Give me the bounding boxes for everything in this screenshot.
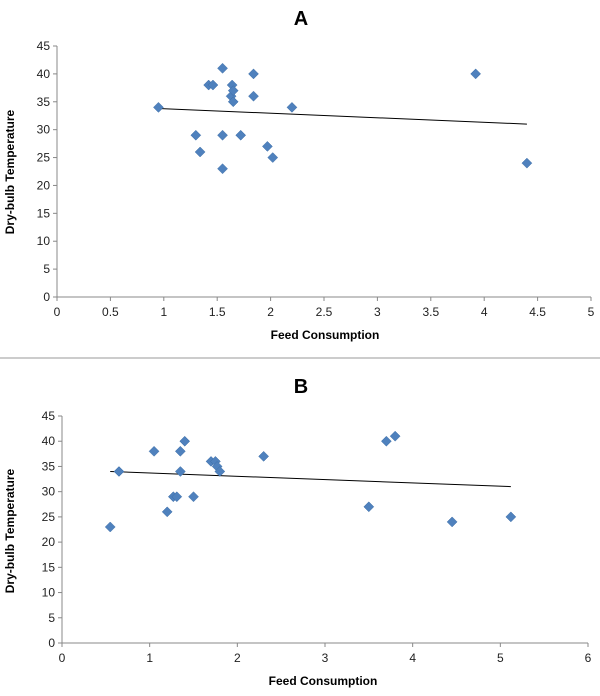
data-point: [207, 79, 219, 91]
chart-title: A: [294, 8, 308, 30]
x-tick-label: 5: [588, 305, 595, 319]
y-axis-label: Dry-bulb Temperature: [3, 109, 17, 234]
data-point: [446, 516, 458, 528]
x-axis-label: Feed Consumption: [271, 328, 380, 342]
y-tick-label: 25: [37, 151, 51, 165]
scatter-series: [153, 62, 533, 175]
x-tick-label: 2: [267, 305, 274, 319]
data-point: [235, 129, 247, 141]
data-point: [161, 506, 173, 518]
y-tick-label: 0: [48, 636, 55, 650]
x-tick-label: 1.5: [209, 305, 226, 319]
y-tick-label: 30: [37, 123, 51, 137]
data-point: [104, 521, 116, 533]
y-tick-label: 25: [42, 510, 56, 524]
data-point: [190, 129, 202, 141]
x-tick-label: 5: [497, 651, 504, 665]
y-tick-label: 0: [43, 290, 50, 304]
x-tick-label: 3.5: [422, 305, 439, 319]
x-tick-label: 6: [585, 651, 592, 665]
y-tick-label: 30: [42, 485, 56, 499]
y-tick-label: 20: [42, 535, 56, 549]
x-tick-label: 4: [481, 305, 488, 319]
data-point: [217, 62, 228, 74]
data-point: [174, 445, 186, 457]
data-point: [217, 129, 228, 141]
data-point: [248, 90, 259, 102]
data-point: [286, 102, 298, 113]
data-point: [217, 163, 228, 175]
trendline: [158, 107, 527, 125]
data-point: [174, 466, 186, 477]
data-point: [505, 511, 517, 523]
data-point: [171, 491, 183, 503]
data-point: [363, 501, 375, 513]
data-point: [267, 152, 279, 163]
data-point: [258, 451, 269, 462]
y-tick-label: 45: [42, 409, 56, 423]
data-point: [248, 68, 259, 80]
y-tick-label: 15: [42, 560, 56, 574]
data-point: [227, 85, 239, 96]
trendline: [110, 470, 511, 488]
data-point: [381, 435, 392, 447]
x-tick-label: 2.5: [316, 305, 333, 319]
data-point: [113, 466, 125, 477]
y-tick-label: 15: [37, 206, 51, 220]
chart-panel-b: B Dry-bulb Temperature Feed Consumption …: [3, 376, 592, 688]
y-tick-label: 35: [42, 459, 56, 473]
scatter-series: [104, 430, 517, 533]
x-tick-label: 0: [54, 305, 61, 319]
data-point: [389, 430, 401, 442]
x-tick-label: 1: [160, 305, 167, 319]
x-tick-label: 1: [146, 651, 153, 665]
data-point: [227, 96, 239, 108]
data-point: [188, 491, 199, 503]
chart-title: B: [294, 376, 308, 398]
y-axis-label: Dry-bulb Temperature: [3, 468, 17, 593]
y-tick-label: 10: [37, 234, 51, 248]
data-point: [262, 141, 273, 152]
data-point: [214, 466, 226, 477]
data-point: [153, 102, 164, 113]
y-tick-label: 20: [37, 178, 51, 192]
x-tick-label: 3: [322, 651, 329, 665]
data-point: [521, 157, 533, 169]
x-tick-label: 4.5: [529, 305, 546, 319]
data-point: [470, 68, 482, 80]
y-tick-label: 35: [37, 95, 51, 109]
y-tick-label: 40: [42, 434, 56, 448]
y-tick-label: 10: [42, 586, 56, 600]
data-point: [179, 435, 191, 447]
y-tick-label: 5: [43, 262, 50, 276]
chart-panel-a: A Dry-bulb Temperature Feed Consumption …: [3, 8, 595, 342]
y-tick-label: 45: [37, 39, 51, 53]
x-tick-label: 0: [59, 651, 66, 665]
x-tick-label: 0.5: [102, 305, 119, 319]
x-tick-label: 3: [374, 305, 381, 319]
axis-ticks: 0 5 10 15 20 25 30 35 40 45 0 0.5 1 1.5 2 2.5 3 3.5 4 4.5 5: [37, 39, 595, 319]
y-tick-label: 40: [37, 67, 51, 81]
data-point: [194, 146, 206, 158]
y-tick-label: 5: [48, 611, 55, 625]
x-axis-label: Feed Consumption: [269, 674, 378, 688]
x-tick-label: 4: [409, 651, 416, 665]
data-point: [148, 445, 160, 457]
x-tick-label: 2: [234, 651, 241, 665]
